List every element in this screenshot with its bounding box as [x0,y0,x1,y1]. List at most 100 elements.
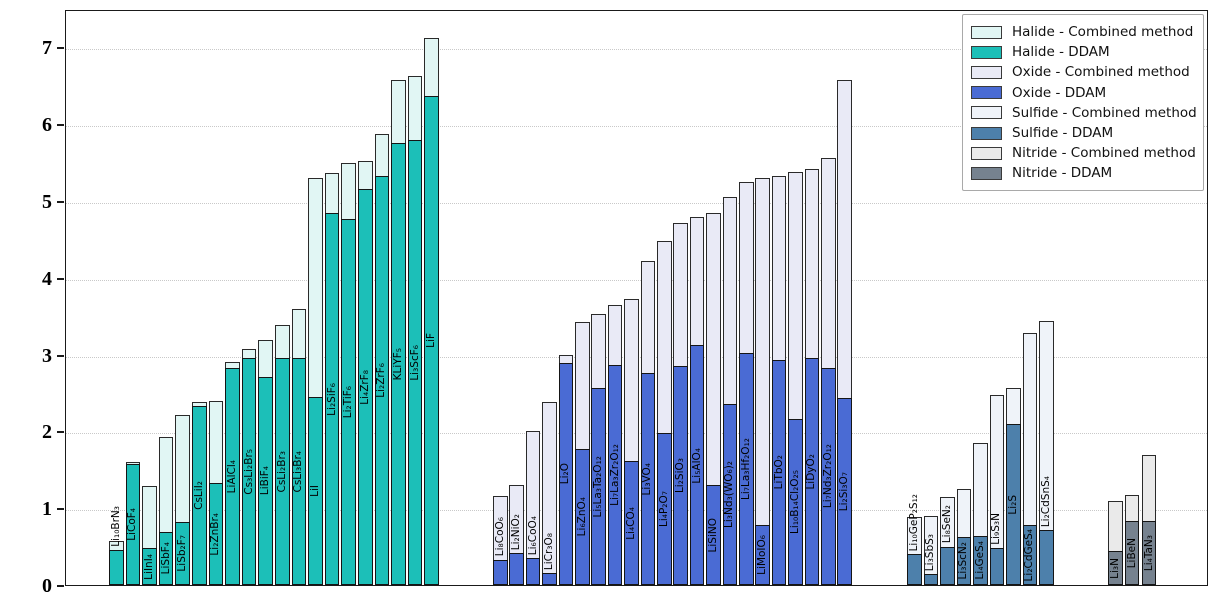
bar-label: Li₃N [1108,557,1121,579]
y-tick-label: 1 [42,498,52,521]
bar-label: LiCr₃O₈ [542,532,555,570]
bar-ddam-halide [358,189,373,585]
bar-ddam-oxide [640,373,656,585]
y-gridline [66,279,1207,281]
bar-ddam-oxide [837,397,852,585]
bar-ddam-nitride [1141,521,1157,585]
bar-ddam-halide [175,522,190,585]
bar-label: LiSb₂F₇ [176,535,189,573]
bar-ddam-nitride [1108,551,1123,585]
bar-label: Li₃SbS₃ [924,534,937,572]
bar-ddam-oxide [493,559,508,585]
bar-label: Li₆CoO₄ [526,515,539,556]
bar-ddam-halide [341,218,356,585]
bar-label: Li₁₀GeP₂S₁₂ [907,493,920,552]
legend-swatch [971,25,1002,39]
bar-combined-oxide [755,177,770,585]
bar-label: LiI [308,485,321,497]
bar-label: Li₂CdSnS₄ [1039,475,1052,527]
bar-ddam-oxide [607,364,623,585]
legend-label: Nitride - Combined method [1012,145,1196,162]
bar-label: Li₂O [559,463,572,485]
bar-label: Li₄TaN₃ [1142,534,1155,572]
bar-label: KLiYF₅ [391,347,404,380]
y-tick-mark [57,201,64,203]
bar-ddam-oxide [525,558,541,585]
bar-label: LiTbO₂ [772,455,785,490]
bar-label: LiMoIO₆ [756,535,769,576]
legend-swatch [971,166,1002,180]
y-tick-mark [57,354,64,357]
bar-label: LiDyO₂ [805,453,818,490]
legend-item: Sulfide - Combined method [971,103,1197,123]
bar-label: Li₇Nd₃Zr₂O₁₂ [821,444,834,509]
bar-label: Li₃VO₄ [641,462,654,496]
y-tick-label: 7 [42,37,52,60]
bar-label: LiBeN [1125,537,1138,569]
bar-ddam-oxide [542,572,557,585]
bar-ddam-oxide [657,432,672,585]
bar-label: Li₂Si₃O₇ [838,471,851,511]
bar-label: Li₅La₃Ta₂O₁₂ [592,455,605,518]
bar-label: Li₃ScF₆ [408,345,421,381]
y-tick-label: 0 [42,575,52,597]
bar-label: Li₈CoO₆ [493,517,506,557]
bar-ddam-halide [192,406,207,585]
bar-ddam-halide [374,176,390,585]
bar-ddam-oxide [591,388,606,585]
bar-label: LiF [425,333,438,348]
legend: Halide - Combined method Halide - DDAM Oxi… [962,14,1204,191]
y-tick-mark [57,508,64,511]
bar-label: Li₂SiF₆ [325,382,338,416]
bar-ddam-halide [225,367,240,585]
bar-ddam-oxide [788,419,803,585]
bar-label: CsLi₂Br₃ [275,450,288,493]
legend-label: Sulfide - DDAM [1012,125,1114,142]
bar-label: LiCoF₄ [126,508,139,541]
bar-label: LiInI₄ [142,553,155,580]
bar-label: Li₇La₃Zr₂O₁₂ [608,443,621,506]
bar-ddam-sulfide [1039,529,1054,585]
bar-ddam-halide [275,357,290,585]
bar-label: Li₅AlO₄ [690,447,703,484]
bar-label: Li₉S₃N [990,513,1003,546]
bar-ddam-sulfide [973,535,988,585]
bar-ddam-oxide [509,552,524,585]
bar-ddam-sulfide [1006,423,1021,585]
bar-label: LiAlCl₄ [225,459,238,493]
y-tick-mark [57,585,64,587]
legend-label: Halide - DDAM [1012,44,1110,61]
bar-label: Li₇La₃Hf₂O₁₂ [739,438,752,501]
bar-ddam-oxide [739,353,754,585]
bar-ddam-halide [424,95,439,585]
bar-label: Li₂ZrF₆ [375,363,388,399]
bar-label: Li₄P₂O₇ [657,490,670,527]
legend-item: Oxide - DDAM [971,83,1195,103]
bar-ddam-oxide [755,525,770,585]
bar-ddam-sulfide [956,537,971,585]
bar-ddam-oxide [558,363,574,585]
bar-label: LiSbF₄ [159,542,172,575]
legend-swatch [971,86,1002,100]
bar-label: LiBiF₄ [259,466,272,496]
bar-label: LiSiNO [706,517,719,553]
y-gridline [66,49,1207,51]
bar-label: Li₄CO₄ [624,506,637,540]
legend-swatch [971,126,1002,140]
bar-label: Li₂SiO₃ [674,458,687,494]
y-tick-mark [57,431,64,434]
bar-ddam-halide [241,357,257,585]
bar-ddam-oxide [771,359,787,585]
legend-swatch [971,106,1002,120]
bar-ddam-halide [208,482,224,585]
legend-item: Nitride - Combined method [971,143,1196,163]
bar-label: Li₄GeS₄ [973,540,986,580]
legend-label: Sulfide - Combined method [1012,104,1197,121]
bar-ddam-halide [125,463,141,585]
bar-ddam-halide [291,358,307,585]
bar-label: Li₂NiO₂ [510,513,523,550]
y-tick-label: 5 [42,191,52,213]
y-tick-label: 6 [42,114,52,137]
bar-label: Li₂S [1006,494,1019,515]
